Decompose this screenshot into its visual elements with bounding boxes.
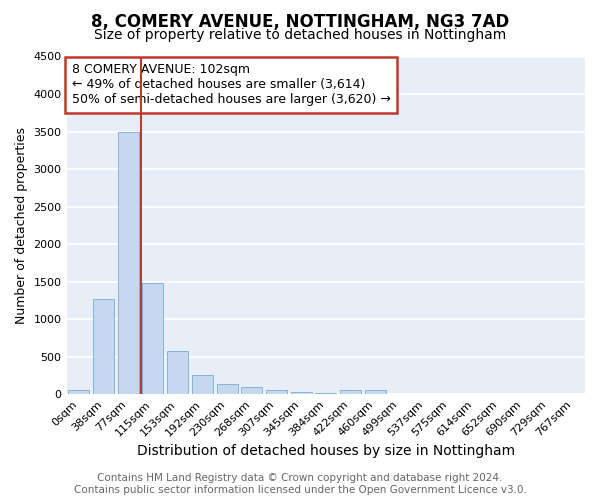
Text: 8, COMERY AVENUE, NOTTINGHAM, NG3 7AD: 8, COMERY AVENUE, NOTTINGHAM, NG3 7AD — [91, 12, 509, 30]
Text: Size of property relative to detached houses in Nottingham: Size of property relative to detached ho… — [94, 28, 506, 42]
Bar — [93, 299, 114, 394]
Bar — [365, 390, 386, 394]
Bar — [340, 390, 361, 394]
Bar — [118, 132, 139, 394]
Bar — [192, 376, 213, 394]
Bar — [167, 350, 188, 394]
Text: Contains HM Land Registry data © Crown copyright and database right 2024.
Contai: Contains HM Land Registry data © Crown c… — [74, 474, 526, 495]
X-axis label: Distribution of detached houses by size in Nottingham: Distribution of detached houses by size … — [137, 444, 515, 458]
Bar — [315, 392, 336, 394]
Text: 8 COMERY AVENUE: 102sqm
← 49% of detached houses are smaller (3,614)
50% of semi: 8 COMERY AVENUE: 102sqm ← 49% of detache… — [72, 64, 391, 106]
Bar — [217, 384, 238, 394]
Bar — [241, 388, 262, 394]
Bar — [142, 283, 163, 394]
Bar — [266, 390, 287, 394]
Bar — [68, 390, 89, 394]
Y-axis label: Number of detached properties: Number of detached properties — [15, 127, 28, 324]
Bar — [290, 392, 311, 394]
